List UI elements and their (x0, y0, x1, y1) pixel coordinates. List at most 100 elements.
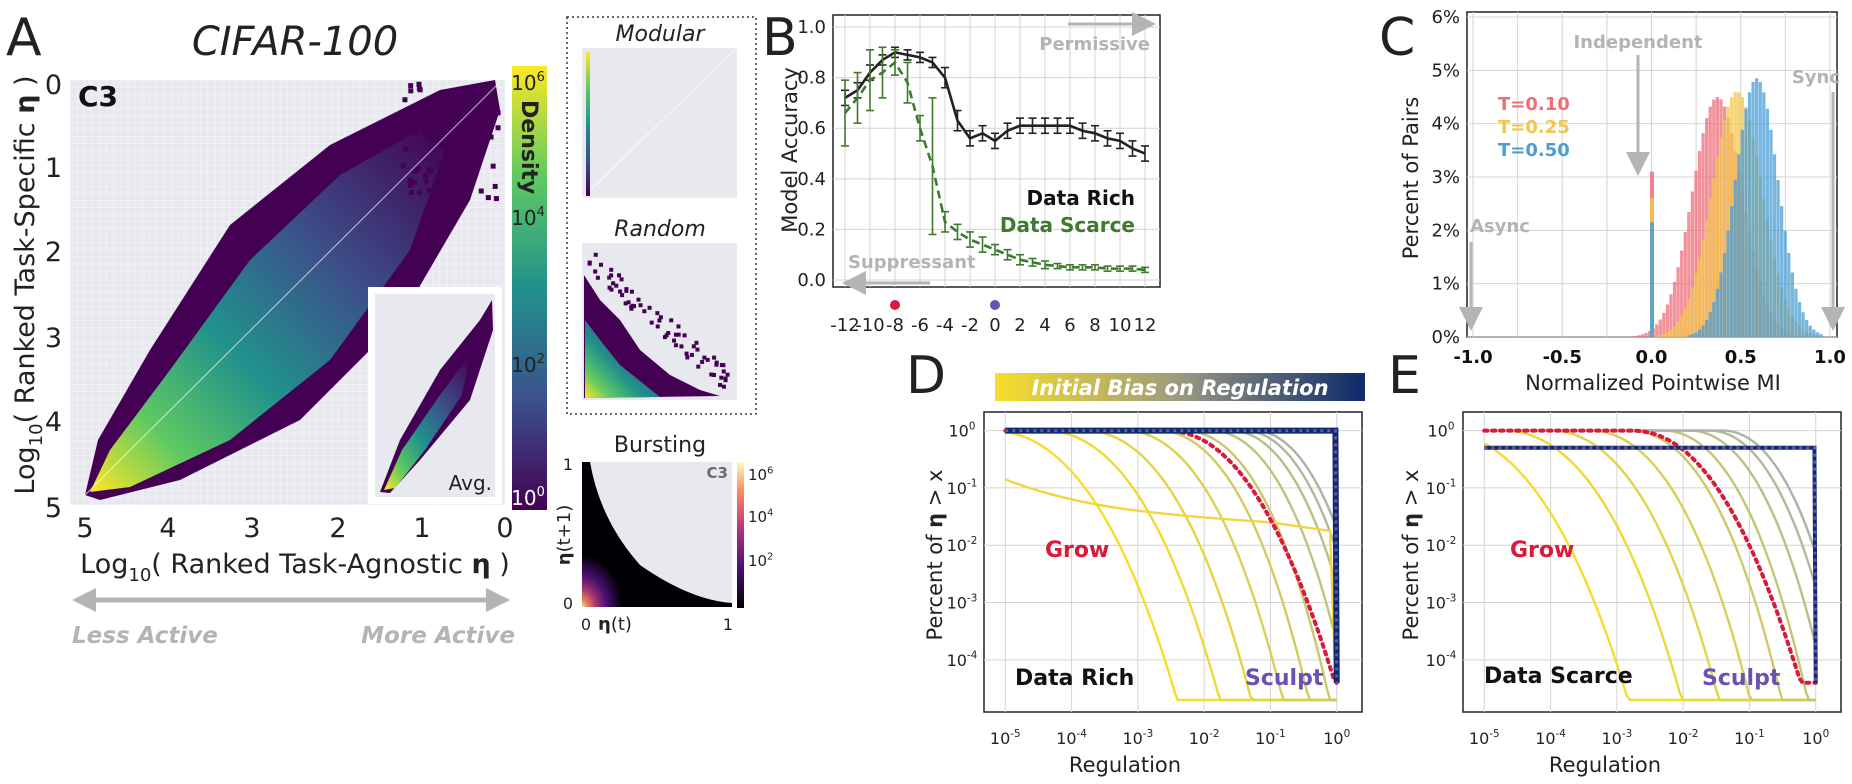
survival-x-tick: 10-3 (1122, 728, 1153, 748)
inset-density-core (384, 355, 470, 490)
heatmap-sparse-point (427, 167, 433, 173)
panel-c-bar (1719, 137, 1723, 337)
panel-d-curves: 10-5 10-4 10-3 10-2 10-1 100 100 10-1 10-2 10-3 10… (947, 412, 1362, 748)
random-sparse-point (662, 335, 667, 340)
panel-b-y-tick: 0.2 (797, 219, 826, 240)
initial-bias-label: Initial Bias on Regulation (1031, 376, 1328, 400)
heatmap-sparse-point (462, 95, 468, 101)
panel-c-bar (1769, 129, 1773, 337)
random-sparse-point (593, 252, 598, 257)
heatmap-sparse-point (443, 138, 449, 144)
random-sparse-point (629, 305, 634, 310)
random-sparse-point (695, 347, 700, 352)
panel-c-bar (1776, 180, 1780, 337)
heatmap-sparse-point (488, 134, 494, 140)
heatmap-sparse-point (418, 115, 424, 121)
random-sparse-point (609, 267, 614, 272)
survival-x-tick: 10-1 (1255, 728, 1286, 748)
heatmap-sparse-point (406, 119, 412, 125)
heatmap-sparse-point (471, 157, 477, 163)
bursting-colorbar-ticks: 106 104 102 (748, 465, 773, 570)
random-sparse-point (609, 273, 614, 278)
panel-a-y-tick: 2 (45, 237, 62, 268)
heatmap-sparse-point (485, 195, 491, 201)
panel-e-curves: 10-5 10-4 10-3 10-2 10-1 100 100 10-1 10-2 10-3 10… (1426, 412, 1841, 748)
panel-c-bar (1705, 319, 1709, 337)
panel-d: D 10-5 10-4 10-3 10-2 10-1 100 100 10-1 10-2 10-3… (906, 346, 1363, 777)
panel-b-y-label: Model Accuracy (778, 67, 802, 233)
panel-c-bar (1744, 108, 1748, 337)
panel-c-x-tick: -1.0 (1453, 347, 1492, 368)
colorbar-tick: 104 (511, 205, 545, 230)
random-sparse-point (702, 355, 707, 360)
panel-c-x-tick: 0.0 (1636, 347, 1668, 368)
panel-c-bar (1687, 212, 1691, 337)
survival-y-tick: 10-1 (947, 478, 978, 498)
panel-a-y-tick: 0 (45, 70, 62, 101)
random-sparse-point (611, 281, 616, 286)
panel-b-x-tick: -6 (911, 315, 929, 336)
panel-b-plot-area (832, 14, 1161, 288)
panel-b-x-tick: 10 (1109, 315, 1132, 336)
panel-b: B -12-10 -8 -6 -4 -2 0 2 4 6 8 10 12 0.0 0.2 0.4 0.6 0.8… (762, 8, 1365, 401)
panel-c-bar (1751, 81, 1755, 337)
panel-c-bar (1772, 154, 1777, 337)
random-sparse-point (721, 384, 726, 389)
random-sparse-point (673, 343, 678, 348)
random-sparse-point (694, 340, 699, 345)
random-sparse-point (609, 287, 614, 292)
panel-c-bar (1765, 108, 1770, 337)
random-sparse-point (607, 275, 612, 280)
bursting-colorbar-tick: 104 (748, 507, 773, 526)
survival-x-tick: 10-5 (990, 728, 1021, 748)
modular-density-strip (586, 52, 590, 196)
heatmap-sparse-point (423, 179, 429, 185)
panel-c-bar (1697, 257, 1702, 337)
heatmap-sparse-point (440, 96, 446, 102)
panel-b-x-tick: -8 (886, 315, 904, 336)
random-sparse-point (636, 297, 641, 302)
random-sparse-point (642, 309, 647, 314)
panel-c-y-tick: 4% (1431, 114, 1460, 135)
panel-a-y-label: Log10( Ranked Task-Specific η ) (10, 75, 47, 494)
panel-c-bar (1712, 301, 1716, 337)
panel-c-x-tick: 1.0 (1814, 347, 1846, 368)
heatmap-sparse-point (467, 104, 473, 110)
bursting-glow (582, 520, 650, 607)
panel-b-y-tick: 0.6 (797, 118, 826, 139)
panel-c-bar (1672, 326, 1677, 337)
panel-c-bar (1680, 250, 1684, 337)
heatmap-sparse-point (423, 114, 429, 120)
survival-x-tick: 10-4 (1535, 728, 1566, 748)
panel-a: A CIFAR-100 C3 Avg. 5 4 3 2 1 0 0 1 2 3 4 5 Log10(… (6, 8, 547, 649)
random-title: Random (614, 217, 706, 242)
bursting-title: Bursting (614, 433, 706, 458)
panel-b-letter: B (762, 8, 798, 68)
heatmap-sparse-point (412, 180, 418, 186)
panel-c-bar (1722, 253, 1727, 337)
panel-c-bar (1694, 332, 1698, 337)
random-sparse-point (712, 355, 717, 360)
series-data-scarce (843, 60, 1146, 272)
heatmap-sparse-point (416, 85, 422, 91)
panel-c-y-tick: 5% (1431, 60, 1460, 81)
panel-c-bar (1819, 334, 1823, 337)
random-sparse-point (629, 289, 634, 294)
heatmap-sparse-point (447, 110, 453, 116)
random-sparse-point (673, 332, 678, 337)
panel-c-bar (1726, 230, 1730, 337)
heatmap-sparse-point (412, 130, 418, 136)
permissive-label: Permissive (1039, 34, 1150, 55)
panel-c-bar (1812, 329, 1816, 337)
panel-c-bar (1633, 335, 1637, 337)
heatmap-sparse-point (402, 97, 408, 103)
panel-c-bar (1719, 272, 1723, 337)
heatmap-sparse-point (468, 157, 474, 163)
random-sparse-point (619, 277, 624, 282)
panel-c-x-label: Normalized Pointwise MI (1525, 371, 1781, 395)
survival-y-tick: 10-4 (947, 650, 978, 670)
survival-x-tick: 100 (1323, 728, 1350, 748)
panel-c-bar (1705, 219, 1709, 337)
heatmap-sparse-point (479, 102, 485, 108)
modular-diagonal (581, 47, 738, 199)
